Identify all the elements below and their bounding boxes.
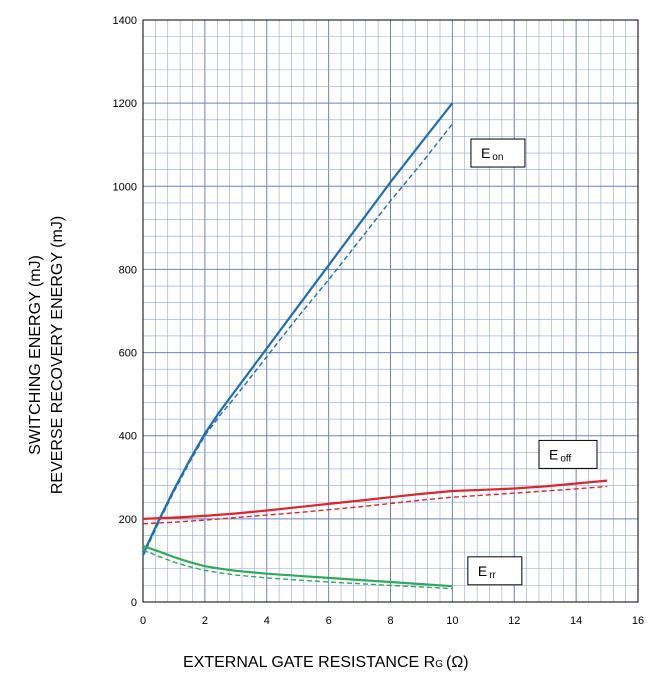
series-line-eoff-solid [142,479,608,520]
x-axis-title: EXTERNAL GATE RESISTANCE RG (Ω) [183,654,469,671]
x-tick-label: 8 [387,615,393,627]
y-tick-label: 0 [131,597,137,609]
y-tick-label: 800 [119,264,137,276]
x-axis-title-unit: (Ω) [446,654,469,671]
y-tick-label: 400 [119,431,137,443]
y-tick-label: 1000 [113,181,137,193]
y-tick-labels: 0 200 400 600 800 1000 1200 1400 [113,15,137,609]
plot-frame [142,19,639,603]
series-layer [142,102,608,590]
x-tick-label: 16 [632,615,644,627]
y-tick-label: 600 [119,348,137,360]
y-tick-label: 200 [119,514,137,526]
x-tick-label: 12 [508,615,520,627]
curve-label-sub: on [492,152,503,163]
curve-label-box [467,556,523,586]
x-axis-title-sub: G [435,659,443,670]
x-tick-label: 14 [570,615,582,627]
curve-label-box [470,138,526,168]
series-line-eoff-dashed [142,485,608,525]
x-tick-label: 4 [264,615,270,627]
x-tick-label: 6 [326,615,332,627]
curve-label-main: E [478,563,487,579]
x-tick-label: 0 [140,615,146,627]
series-line-err-solid [142,544,453,588]
curve-label-box [538,439,598,469]
curve-label-sub: rr [489,570,496,581]
series-line-err-dashed [142,549,453,590]
x-tick-label: 2 [202,615,208,627]
x-tick-labels: 0 2 4 6 8 10 12 14 16 [140,615,644,627]
y-axis-title-line1: SWITCHING ENERGY (mJ) [27,255,44,455]
y-tick-label: 1200 [113,98,137,110]
series-line-eon-solid [142,102,454,555]
curve-label-main: E [481,145,490,161]
x-axis-title-main: EXTERNAL GATE RESISTANCE R [183,654,435,671]
y-axis-title-line2: REVERSE RECOVERY ENERGY (mJ) [49,216,66,494]
series-line-eon-dashed [142,123,453,557]
curve-label-sub: off [560,453,571,464]
curve-label-main: E [549,446,558,462]
x-tick-label: 10 [446,615,458,627]
y-tick-label: 1400 [113,15,137,27]
